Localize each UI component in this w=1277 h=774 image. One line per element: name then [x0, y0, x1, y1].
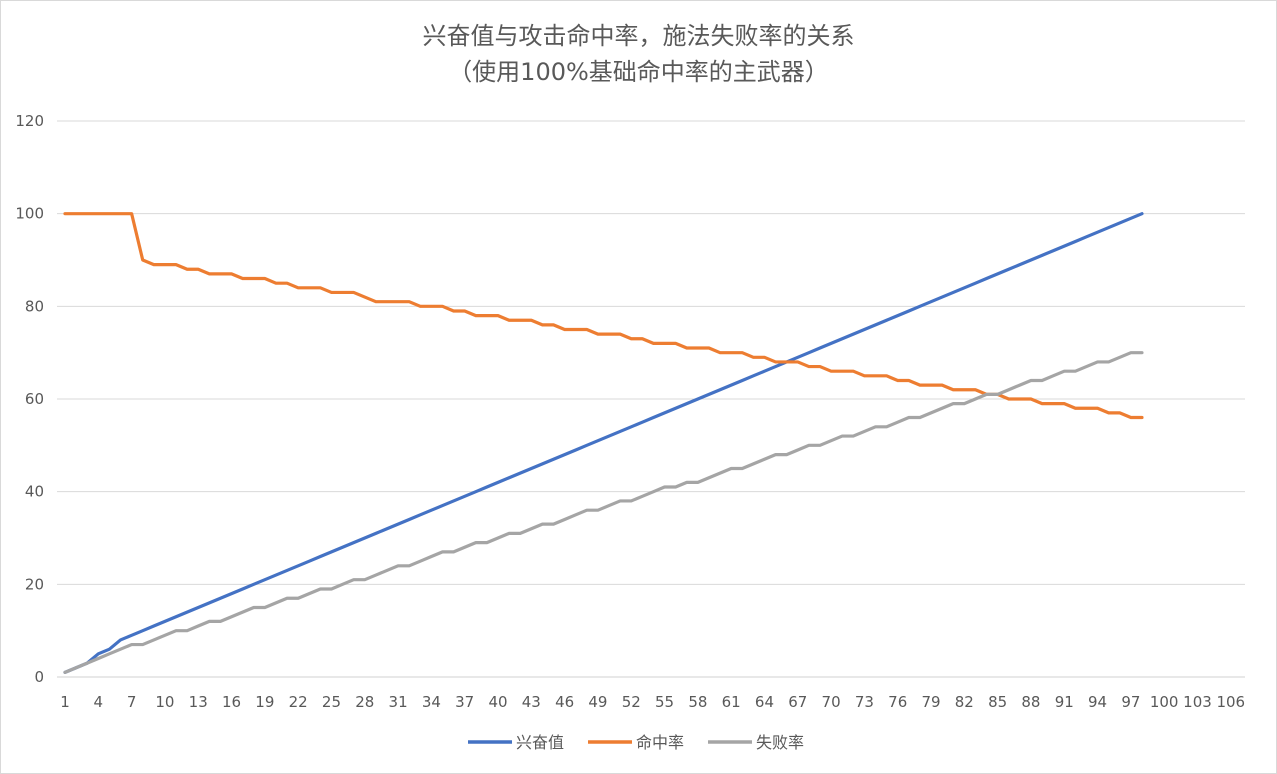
x-tick-label: 61 — [722, 693, 741, 711]
x-axis-tick-labels: 1 4 7 10 13 16 19 22 25 28 31 34 37 40 43 46 49 52 55 58 61 6… — [60, 693, 1245, 711]
x-tick-label: 40 — [488, 693, 507, 711]
x-tick-label: 100 — [1150, 693, 1179, 711]
y-tick-label: 0 — [34, 668, 44, 686]
x-tick-label: 58 — [688, 693, 707, 711]
x-tick-label: 13 — [189, 693, 208, 711]
series-line-命中率 — [63, 212, 1144, 420]
x-tick-label: 82 — [955, 693, 974, 711]
y-tick-label: 80 — [25, 297, 44, 315]
x-tick-label: 52 — [622, 693, 641, 711]
y-axis-tick-labels: 0 20 40 60 80 100 120 — [15, 112, 44, 686]
x-tick-label: 103 — [1183, 693, 1212, 711]
x-tick-label: 7 — [127, 693, 137, 711]
chart-title-block: 兴奋值与攻击命中率，施法失败率的关系 （使用100%基础命中率的主武器） — [0, 18, 1277, 90]
x-tick-label: 46 — [555, 693, 574, 711]
x-tick-label: 55 — [655, 693, 674, 711]
x-tick-label: 37 — [455, 693, 474, 711]
legend-label: 失败率 — [756, 733, 804, 752]
x-tick-label: 1 — [60, 693, 70, 711]
series-line-失败率 — [63, 351, 1144, 674]
x-tick-label: 76 — [888, 693, 907, 711]
x-tick-label: 19 — [255, 693, 274, 711]
x-tick-label: 88 — [1021, 693, 1040, 711]
x-tick-label: 43 — [522, 693, 541, 711]
x-tick-label: 70 — [822, 693, 841, 711]
legend: 兴奋值 命中率 失败率 — [468, 733, 804, 752]
x-tick-label: 31 — [389, 693, 408, 711]
y-tick-label: 120 — [15, 112, 44, 130]
legend-label: 命中率 — [636, 733, 684, 752]
x-tick-label: 64 — [755, 693, 774, 711]
x-tick-label: 28 — [355, 693, 374, 711]
x-tick-label: 73 — [855, 693, 874, 711]
legend-label: 兴奋值 — [516, 733, 564, 752]
y-tick-label: 40 — [25, 483, 44, 501]
x-tick-label: 10 — [155, 693, 174, 711]
series-line-兴奋值 — [63, 212, 1144, 674]
x-tick-label: 49 — [588, 693, 607, 711]
x-tick-label: 22 — [289, 693, 308, 711]
x-tick-label: 85 — [988, 693, 1007, 711]
x-tick-label: 16 — [222, 693, 241, 711]
x-tick-label: 97 — [1121, 693, 1140, 711]
x-tick-label: 4 — [94, 693, 104, 711]
x-tick-label: 67 — [788, 693, 807, 711]
x-tick-label: 94 — [1088, 693, 1107, 711]
x-tick-label: 91 — [1055, 693, 1074, 711]
x-tick-label: 106 — [1216, 693, 1245, 711]
x-tick-label: 79 — [921, 693, 940, 711]
chart-title: 兴奋值与攻击命中率，施法失败率的关系 — [422, 22, 855, 50]
y-tick-label: 60 — [25, 390, 44, 408]
chart-subtitle: （使用100%基础命中率的主武器） — [448, 58, 829, 86]
series-lines — [63, 212, 1144, 674]
y-tick-label: 20 — [25, 575, 44, 593]
x-tick-label: 34 — [422, 693, 441, 711]
x-tick-label: 25 — [322, 693, 341, 711]
y-tick-label: 100 — [15, 205, 44, 223]
